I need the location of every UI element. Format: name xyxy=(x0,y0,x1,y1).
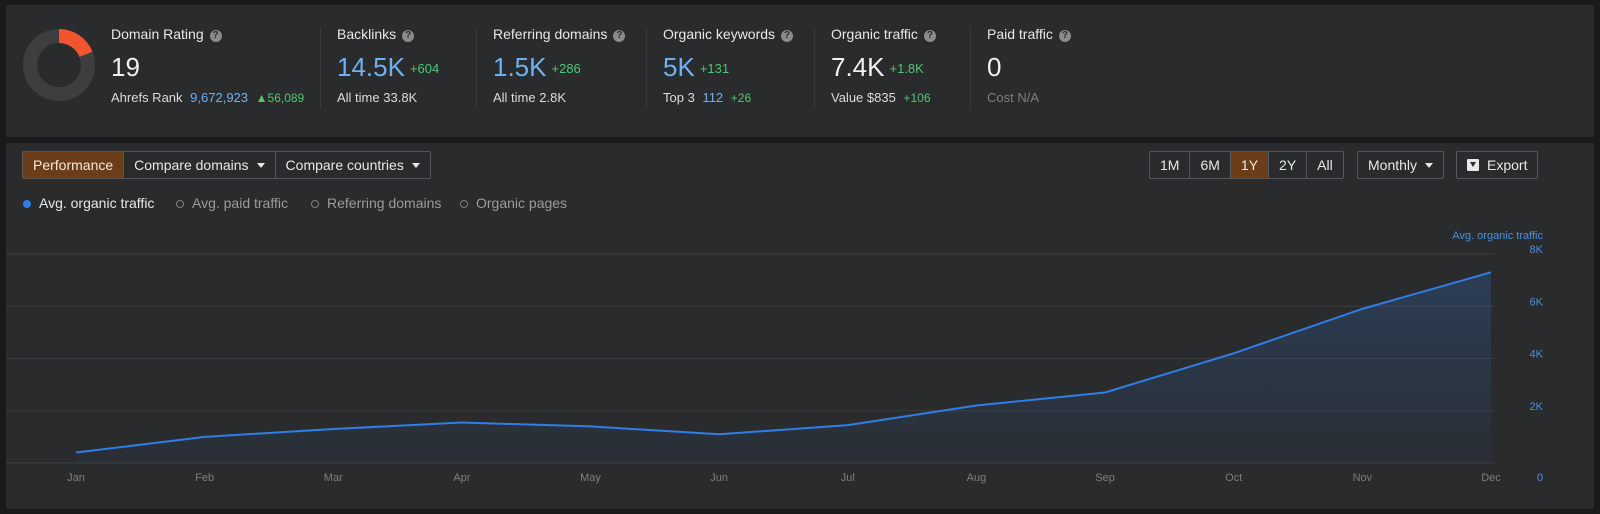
help-icon[interactable]: ? xyxy=(781,30,794,42)
legend-dot-icon xyxy=(176,200,184,208)
stat-title: Domain Rating xyxy=(111,26,204,42)
sub-label: Top 3 xyxy=(663,90,695,105)
help-icon[interactable]: ? xyxy=(402,30,415,42)
divider xyxy=(814,27,815,109)
x-tick-label: May xyxy=(580,472,601,484)
sub-label: All time xyxy=(493,90,536,105)
x-tick-label: Dec xyxy=(1481,472,1501,484)
range-1y[interactable]: 1Y xyxy=(1230,152,1270,178)
sub-value: 2.8K xyxy=(539,90,566,105)
range-all[interactable]: All xyxy=(1317,157,1333,173)
compare-domains-dropdown[interactable]: Compare domains xyxy=(124,152,276,178)
y-tick-label: 6K xyxy=(1530,296,1544,308)
legend-label: Avg. organic traffic xyxy=(39,195,155,211)
caret-down-icon xyxy=(411,163,420,168)
organic-keywords-value[interactable]: 5K xyxy=(663,52,695,82)
x-tick-label: Jul xyxy=(841,472,855,484)
organic-traffic-delta: +1.8K xyxy=(889,61,924,76)
view-tabs: Performance Compare domains Compare coun… xyxy=(22,151,431,179)
legend-dot-icon xyxy=(311,200,319,208)
sub-label: Cost xyxy=(987,90,1014,105)
y-tick-label: 0 xyxy=(1537,472,1543,484)
stat-title: Paid traffic xyxy=(987,26,1053,42)
top3-value[interactable]: 112 xyxy=(702,90,724,105)
x-tick-label: Nov xyxy=(1353,472,1373,484)
range-6m[interactable]: 6M xyxy=(1190,152,1231,178)
legend-label: Referring domains xyxy=(327,195,442,211)
tab-performance[interactable]: Performance xyxy=(23,152,125,178)
referring-domains-delta: +286 xyxy=(551,61,581,76)
area-fill xyxy=(76,272,1491,463)
caret-down-icon xyxy=(256,163,265,168)
ahrefs-rank-label: Ahrefs Rank xyxy=(111,90,183,105)
paid-traffic-value: 0 xyxy=(987,52,1002,82)
organic-traffic-value: 7.4K xyxy=(831,52,885,82)
stat-title: Backlinks xyxy=(337,26,397,42)
backlinks-delta: +604 xyxy=(409,61,440,76)
sub-label: All time xyxy=(337,90,380,105)
top3-delta: +26 xyxy=(730,91,752,105)
legend-organic-pages[interactable]: Organic pages xyxy=(460,195,567,211)
sub-value: 33.8K xyxy=(383,90,418,105)
dropdown-label: Compare domains xyxy=(134,157,249,173)
interval-label: Monthly xyxy=(1368,157,1418,173)
export-button[interactable]: Export xyxy=(1456,151,1539,179)
chart-panel: Performance Compare domains Compare coun… xyxy=(6,143,1594,509)
referring-domains-value[interactable]: 1.5K xyxy=(493,52,547,82)
x-tick-label: Jun xyxy=(710,472,728,484)
sub-value: N/A xyxy=(1017,90,1040,105)
stat-title: Organic keywords xyxy=(663,26,776,42)
export-label: Export xyxy=(1487,157,1528,173)
legend-referring-domains[interactable]: Referring domains xyxy=(311,195,441,211)
organic-keywords-delta: +131 xyxy=(699,61,730,76)
legend-dot-icon xyxy=(23,200,31,208)
x-tick-label: Feb xyxy=(195,472,214,484)
y-axis-label: Avg. organic traffic xyxy=(1452,230,1543,242)
range-2y[interactable]: 2Y xyxy=(1269,152,1308,178)
help-icon[interactable]: ? xyxy=(1058,30,1071,42)
ahrefs-rank-change: ▲56,089 xyxy=(255,91,305,105)
legend-avg-paid-traffic[interactable]: Avg. paid traffic xyxy=(176,195,288,211)
x-tick-label: Sep xyxy=(1095,472,1115,484)
x-tick-label: Apr xyxy=(453,472,470,484)
divider xyxy=(970,27,971,109)
range-1m[interactable]: 1M xyxy=(1150,152,1191,178)
traffic-chart: 0 2K 4K 6K 8K Avg. organic traffic Jan Feb Mar Ap… xyxy=(6,230,1544,484)
dropdown-label: Compare countries xyxy=(285,157,404,173)
interval-dropdown[interactable]: Monthly xyxy=(1357,151,1445,179)
domain-rating-value: 19 xyxy=(111,52,140,82)
stat-title: Organic traffic xyxy=(831,26,918,42)
x-tick-label: Mar xyxy=(324,472,343,484)
stat-title: Referring domains xyxy=(493,26,608,42)
download-icon xyxy=(1467,159,1479,171)
compare-countries-dropdown[interactable]: Compare countries xyxy=(276,152,430,178)
y-tick-label: 2K xyxy=(1530,401,1544,413)
y-tick-label: 8K xyxy=(1530,244,1544,256)
help-icon[interactable]: ? xyxy=(209,30,222,42)
backlinks-value[interactable]: 14.5K xyxy=(337,52,405,82)
divider xyxy=(646,27,647,109)
x-tick-label: Aug xyxy=(967,472,987,484)
stats-panel: Domain Rating? 19 Ahrefs Rank 9,672,923 … xyxy=(6,5,1594,137)
help-icon[interactable]: ? xyxy=(613,30,626,42)
legend-dot-icon xyxy=(460,200,468,208)
divider xyxy=(476,27,477,109)
legend-avg-organic-traffic[interactable]: Avg. organic traffic xyxy=(23,195,154,211)
gauge-fill xyxy=(58,29,93,58)
traffic-value-delta: +106 xyxy=(903,91,931,105)
y-tick-label: 4K xyxy=(1530,349,1544,361)
range-selector: 1M 6M 1Y 2Y All xyxy=(1149,151,1344,179)
x-tick-label: Oct xyxy=(1225,472,1242,484)
legend-label: Avg. paid traffic xyxy=(192,195,288,211)
ahrefs-rank-value[interactable]: 9,672,923 xyxy=(190,90,249,105)
help-icon[interactable]: ? xyxy=(923,30,936,42)
x-tick-label: Jan xyxy=(67,472,85,484)
series-line-avg-organic-traffic xyxy=(75,271,1492,454)
sub-label: Value xyxy=(831,90,864,105)
legend-label: Organic pages xyxy=(476,195,568,211)
caret-down-icon xyxy=(1425,163,1434,168)
traffic-value: $835 xyxy=(866,90,896,105)
divider xyxy=(320,27,321,109)
domain-rating-gauge xyxy=(23,29,95,101)
